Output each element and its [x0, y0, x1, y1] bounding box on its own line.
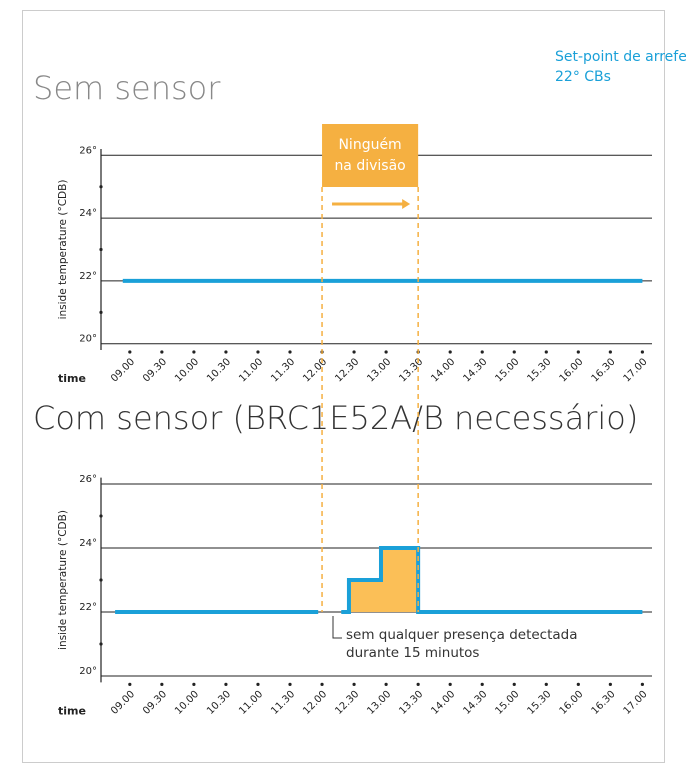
- x-tick-label: 14.00: [429, 689, 457, 717]
- x-tick-label: 14.30: [461, 689, 489, 717]
- x-tick-label: 17.00: [622, 689, 650, 717]
- x-tick: [448, 350, 452, 354]
- x-tick: [320, 682, 324, 687]
- x-tick: [640, 682, 644, 687]
- x-tick-label: 12.00: [301, 689, 329, 717]
- y-tick-label: 22°: [79, 271, 97, 282]
- x-tick: [608, 682, 612, 687]
- x-tick: [288, 350, 292, 354]
- x-tick-label: 13.00: [365, 356, 393, 384]
- area-fill: [341, 548, 643, 612]
- x-tick: [224, 350, 228, 354]
- y-axis-label: inside temperature (°CDB): [57, 510, 69, 650]
- y-tick-label: 26°: [79, 145, 97, 156]
- x-tick: [160, 350, 164, 354]
- x-tick: [256, 682, 260, 687]
- x-tick: [128, 350, 132, 354]
- y-axis-label: inside temperature (°CDB): [57, 180, 69, 320]
- x-tick: [352, 350, 356, 354]
- x-tick: [160, 682, 164, 687]
- x-tick: [192, 350, 196, 354]
- x-tick: [384, 682, 388, 687]
- x-tick-label: 13.00: [365, 689, 393, 717]
- x-tick-label: 10.30: [205, 689, 233, 717]
- x-tick: [608, 350, 612, 354]
- setpoint-note: Set-point de arrefecimento:: [555, 49, 686, 65]
- x-tick-label: 10.00: [173, 689, 201, 717]
- x-tick: [576, 682, 580, 687]
- x-tick-label: 10.00: [173, 356, 201, 384]
- x-tick-label: 11.00: [237, 689, 265, 717]
- x-tick-label: 16.30: [590, 689, 618, 717]
- x-tick-label: 15.30: [525, 356, 553, 384]
- period-arrowhead: [402, 199, 411, 209]
- x-tick-label: 11.30: [269, 689, 297, 717]
- x-tick-label: 13.30: [397, 689, 425, 717]
- x-tick-label: 09.30: [141, 356, 169, 384]
- y-tick-label: 20°: [79, 334, 97, 345]
- x-tick-label: 15.30: [525, 689, 553, 717]
- frame: [22, 10, 665, 763]
- x-tick: [544, 350, 548, 354]
- x-tick: [416, 682, 420, 687]
- x-tick-label: 16.30: [590, 356, 618, 384]
- y-tick-label: 26°: [79, 474, 97, 485]
- x-tick: [640, 350, 644, 354]
- x-tick: [352, 682, 356, 687]
- x-tick-label: 12.30: [333, 356, 361, 384]
- x-tick: [480, 682, 484, 687]
- x-tick-label: 09.00: [109, 689, 137, 717]
- x-tick: [512, 350, 516, 354]
- x-tick: [576, 350, 580, 354]
- x-tick-label: 11.30: [269, 356, 297, 384]
- chart-title: Sem sensor: [33, 69, 221, 107]
- x-tick: [192, 682, 196, 687]
- x-tick-label: 12.30: [333, 689, 361, 717]
- x-tick: [480, 350, 484, 354]
- y-tick-label: 24°: [79, 538, 97, 549]
- x-tick-label: 16.00: [558, 689, 586, 717]
- x-tick-label: 15.00: [493, 356, 521, 384]
- x-tick-label: 16.00: [558, 356, 586, 384]
- x-tick-label: 12.00: [301, 356, 329, 384]
- x-tick: [224, 682, 228, 687]
- y-tick-label: 24°: [79, 208, 97, 219]
- x-tick-label: 13.30: [397, 356, 425, 384]
- period-box: [322, 124, 419, 187]
- x-tick-label: 10.30: [205, 356, 233, 384]
- x-tick-label: 17.00: [622, 356, 650, 384]
- x-tick-label: 09.30: [141, 689, 169, 717]
- x-tick: [256, 350, 260, 354]
- setpoint-note: 22° CBs: [555, 69, 611, 85]
- note-bracket: [332, 616, 342, 639]
- period-label: Ninguém: [338, 137, 401, 153]
- y-tick-label: 20°: [79, 666, 97, 677]
- x-tick: [288, 682, 292, 687]
- chart-title: Com sensor (BRC1E52A/B necessário): [33, 399, 638, 437]
- x-tick: [448, 682, 452, 687]
- x-axis-label: time: [58, 372, 86, 385]
- x-tick: [544, 682, 548, 687]
- y-tick-label: 22°: [79, 602, 97, 613]
- x-tick-label: 14.30: [461, 356, 489, 384]
- x-tick-label: 09.00: [109, 356, 137, 384]
- presence-note: sem qualquer presença detectada: [346, 627, 578, 643]
- x-tick-label: 11.00: [237, 356, 265, 384]
- period-label: na divisão: [334, 158, 405, 174]
- presence-note: durante 15 minutos: [346, 645, 479, 661]
- x-tick: [384, 350, 388, 354]
- x-tick: [512, 682, 516, 687]
- x-tick-label: 14.00: [429, 356, 457, 384]
- x-axis-label: time: [58, 704, 86, 717]
- x-tick: [128, 682, 132, 687]
- x-tick-label: 15.00: [493, 689, 521, 717]
